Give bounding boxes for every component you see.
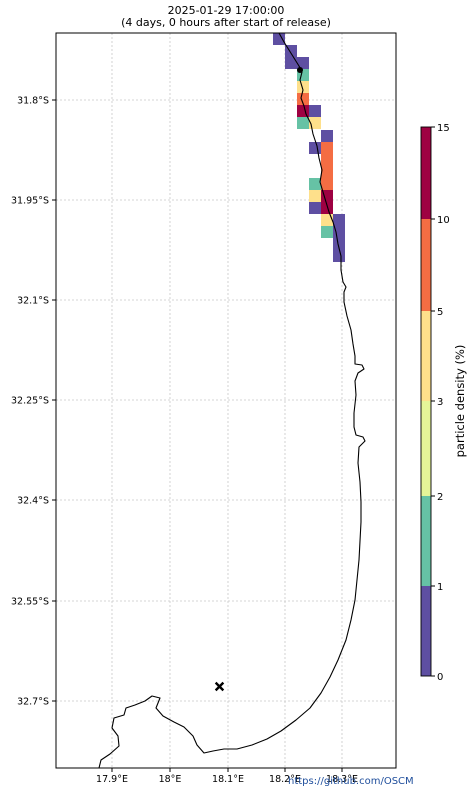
- source-link[interactable]: https://github.com/OSCM: [288, 776, 414, 787]
- colorbar-tick-label: 0: [437, 672, 443, 683]
- colorbar-tick-label: 3: [437, 397, 443, 408]
- lat-tick-label: 32.1°S: [17, 296, 49, 307]
- colorbar-tick-label: 1: [437, 582, 443, 593]
- lat-tick-label: 32.55°S: [11, 597, 49, 608]
- lat-tick-label: 31.8°S: [17, 96, 49, 107]
- colorbar-tick-label: 5: [437, 307, 443, 318]
- map-frame: [55, 32, 397, 769]
- lat-tick-label: 32.25°S: [11, 396, 49, 407]
- lat-tick-label: 32.4°S: [17, 496, 49, 507]
- colorbar-segment: [421, 586, 431, 676]
- coastline: [98, 32, 366, 769]
- colorbar-segment: [421, 127, 431, 219]
- colorbar-tick-label: 10: [437, 215, 450, 226]
- plot-title-line2: (4 days, 0 hours after start of release): [121, 16, 331, 29]
- plot-title-line1: 2025-01-29 17:00:00: [167, 4, 285, 17]
- colorbar-tick-label: 15: [437, 123, 450, 134]
- colorbar: 0 1 2 3 5 10 15 particle density (%): [420, 123, 467, 683]
- gridlines: [56, 33, 396, 768]
- colorbar-segment: [421, 219, 431, 311]
- colorbar-segment: [421, 401, 431, 496]
- colorbar-tick-label: 2: [437, 492, 443, 503]
- lon-axis: 17.9°E 18°E 18.1°E 18.2°E 18.3°E: [96, 768, 358, 785]
- lat-tick-label: 31.95°S: [11, 196, 49, 207]
- dot-marker-icon: [297, 67, 303, 73]
- lat-axis: 31.8°S 31.95°S 32.1°S 32.25°S 32.4°S 32.…: [11, 96, 56, 708]
- colorbar-segment: [421, 311, 431, 401]
- x-marker-icon: [214, 681, 225, 692]
- colorbar-segment: [421, 496, 431, 586]
- lon-tick-label: 18.2°E: [269, 774, 301, 785]
- lat-tick-label: 32.7°S: [17, 697, 49, 708]
- lon-tick-label: 18°E: [159, 774, 182, 785]
- lon-tick-label: 18.1°E: [212, 774, 244, 785]
- lon-tick-label: 18.3°E: [326, 774, 358, 785]
- colorbar-label: particle density (%): [453, 345, 467, 458]
- lon-tick-label: 17.9°E: [96, 774, 128, 785]
